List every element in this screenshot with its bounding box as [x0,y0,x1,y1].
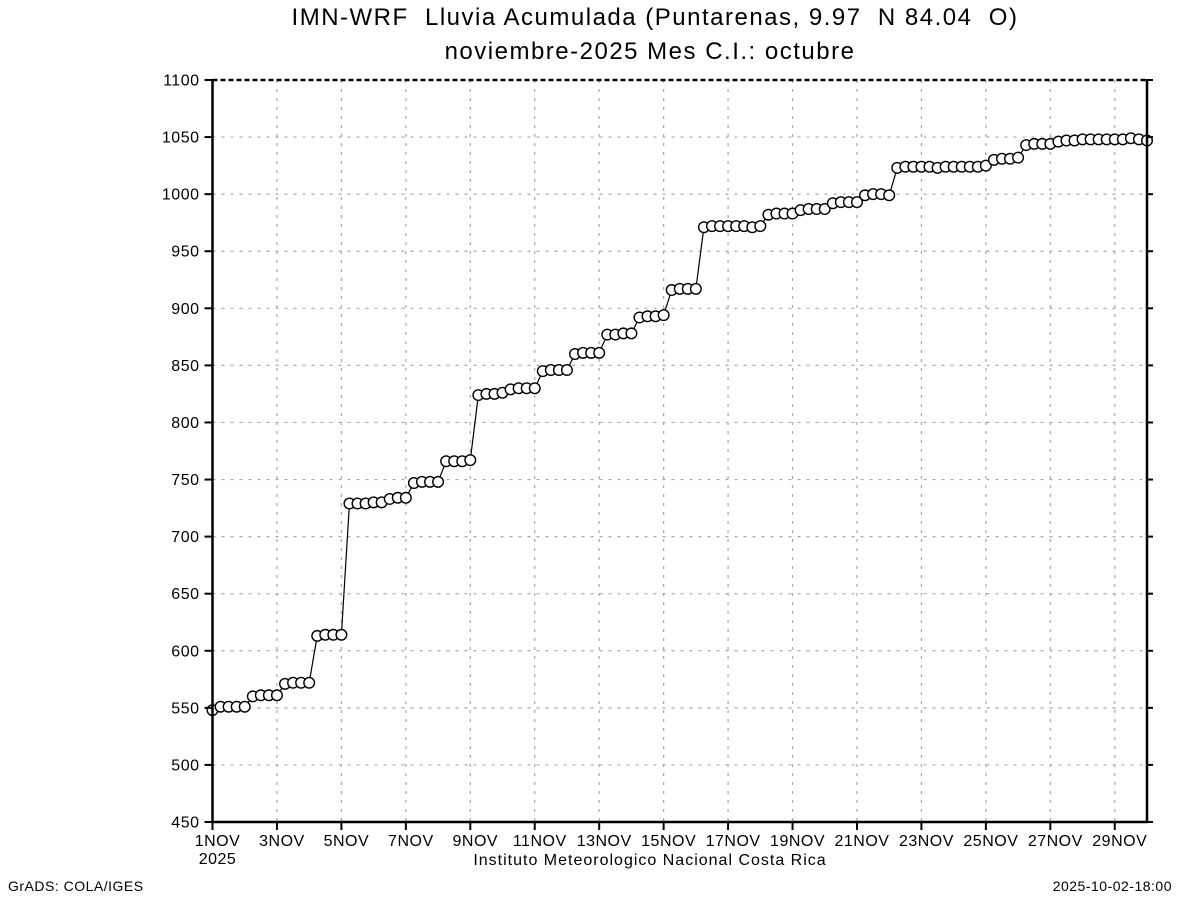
y-tick-label: 1000 [162,187,200,204]
x-tick-label: 11NOV [513,833,567,850]
data-point-marker [850,196,863,209]
x-tick-label: 13NOV [577,833,632,850]
y-tick-label: 950 [171,244,199,261]
y-tick-label: 900 [171,301,199,318]
plot-frame [211,78,1149,824]
data-point-marker [303,676,316,689]
data-point-marker [560,363,573,376]
x-tick-label: 15NOV [641,833,696,850]
x-tick-label: 25NOV [963,833,1018,850]
x-tick-label: 9NOV [453,833,499,850]
chart-title: IMN-WRF Lluvia Acumulada (Puntarenas, 9.… [291,4,1019,31]
data-point-marker [818,202,831,215]
data-point-marker [238,700,251,713]
data-point-marker [593,346,606,359]
data-point-marker [270,689,283,702]
x-tick-label: 27NOV [1028,833,1083,850]
x-tick-label: 5NOV [324,833,370,850]
data-point-marker [464,454,477,467]
data-point-marker [432,475,445,488]
data-point-marker [979,159,992,172]
x-tick-label: 7NOV [388,833,434,850]
y-tick-label: 1050 [162,130,200,147]
chart-subtitle: noviembre-2025 Mes C.I.: octubre [444,38,856,65]
data-point-marker [335,628,348,641]
y-tick-label: 700 [171,529,199,546]
x-tick-label: 19NOV [770,833,825,850]
x-tick-label: 23NOV [899,833,954,850]
data-point-marker [399,491,412,504]
data-point-marker [657,309,670,322]
data-point-marker [1012,151,1025,164]
x-tick-label: 21NOV [834,833,889,850]
x-tick-label: 3NOV [259,833,305,850]
data-point-marker [883,189,896,202]
y-tick-label: 650 [171,586,199,603]
y-tick-label: 800 [171,415,199,432]
y-tick-label: 1100 [163,73,199,90]
y-tick-label: 500 [171,757,199,774]
creation-timestamp: 2025-10-02-18:00 [1052,878,1172,894]
y-tick-label: 550 [171,700,199,717]
data-points [206,132,1153,717]
data-point-marker [689,282,702,295]
x-tick-label: 17NOV [706,833,761,850]
x-tick-label: 29NOV [1092,833,1147,850]
rainfall-line [212,137,1148,711]
y-tick-label: 450 [171,815,199,832]
data-point-marker [625,327,638,340]
institute-caption: Instituto Meteorologico Nacional Costa R… [473,852,827,869]
data-point-marker [528,382,541,395]
x-tick-label: 1NOV [195,833,241,850]
grid-lines [212,80,1147,822]
axis-labels: 450 500 550 600 650 700 750 800 850 900 950 1000 105… [162,73,1153,868]
grads-credit: GrADS: COLA/IGES [8,878,144,894]
x-axis-year-label: 2025 [199,851,237,868]
y-tick-label: 750 [171,472,199,489]
y-tick-label: 600 [171,643,199,660]
data-point-marker [754,220,767,233]
y-tick-label: 850 [171,358,199,375]
